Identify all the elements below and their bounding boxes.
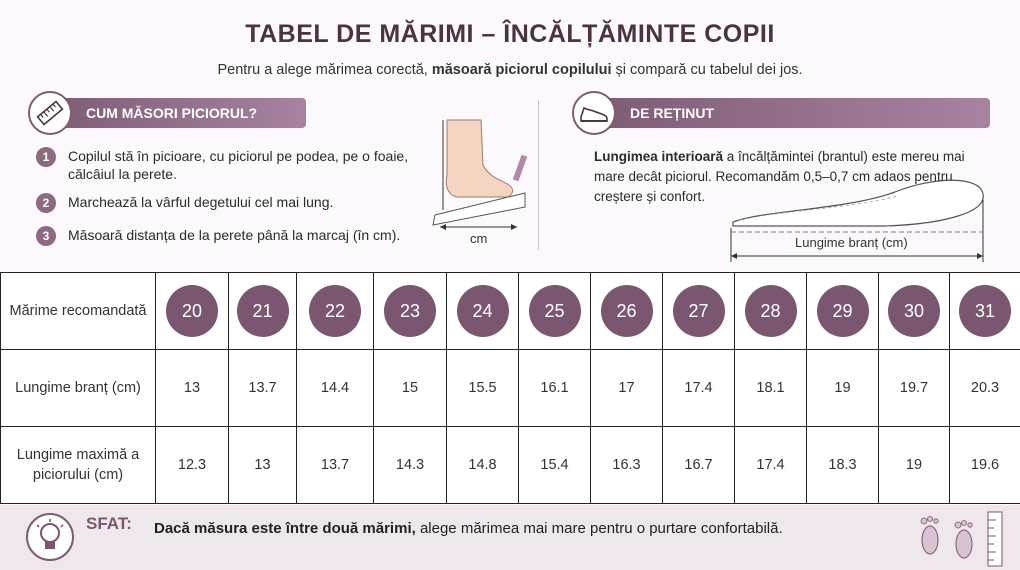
size-cell: 31 xyxy=(949,272,1020,350)
size-badge: 28 xyxy=(744,285,797,337)
insole-length-cell: 17 xyxy=(590,349,663,427)
page-subtitle: Pentru a alege mărimea corectă, măsoară … xyxy=(0,62,1020,78)
size-badge: 26 xyxy=(600,285,653,337)
insole-length-cell: 20.3 xyxy=(949,349,1020,427)
size-badge: 21 xyxy=(236,285,289,337)
step-number: 1 xyxy=(36,147,56,167)
max-foot-length-cell: 16.7 xyxy=(662,426,735,504)
subtitle-bold: măsoară piciorul copilului xyxy=(431,62,612,78)
size-badge: 23 xyxy=(384,285,436,337)
size-cell: 29 xyxy=(806,272,879,350)
row-header-size: Mărime recomandată xyxy=(0,272,156,350)
size-table: Mărime recomandată 20 21 22 23 24 25 26 27 28 29 3… xyxy=(0,272,1020,504)
max-foot-length-cell: 18.3 xyxy=(806,426,879,504)
max-foot-length-cell: 19.6 xyxy=(949,426,1020,504)
insole-length-cell: 13.7 xyxy=(228,349,297,427)
step-text: Măsoară distanța de la perete până la ma… xyxy=(68,227,401,243)
foot-measure-illustration: cm xyxy=(432,119,528,246)
size-badge: 31 xyxy=(959,285,1011,337)
max-foot-length-cell: 17.4 xyxy=(734,426,807,504)
size-cell: 28 xyxy=(734,272,807,350)
row-header-insole: Lungime branț (cm) xyxy=(0,349,156,427)
step-2: 2 Marchează la vârful degetului cel mai … xyxy=(36,193,436,213)
insole-length-cell: 15 xyxy=(373,349,447,427)
table-row-insole: Lungime branț (cm) 13 13.7 14.4 15 15.5 16.1 1… xyxy=(0,349,1020,427)
size-badge: 22 xyxy=(309,285,361,337)
size-badge: 29 xyxy=(816,285,869,337)
size-cell: 21 xyxy=(228,272,297,350)
note-text: Lungimea interioară a încălțămintei (bra… xyxy=(594,147,999,207)
tip-body: alege mărimea mai mare pentru o purtare … xyxy=(415,520,783,537)
insole-length-label: Lungime branț (cm) xyxy=(795,235,908,250)
insole-length-cell: 15.5 xyxy=(446,349,519,427)
max-foot-length-cell: 14.8 xyxy=(446,426,519,504)
size-cell: 24 xyxy=(446,272,519,350)
size-cell: 22 xyxy=(296,272,374,350)
ruler-icon xyxy=(28,91,72,135)
size-cell: 20 xyxy=(155,272,229,350)
insole-length-cell: 14.4 xyxy=(296,349,374,427)
max-foot-length-cell: 19 xyxy=(878,426,950,504)
max-foot-length-cell: 14.3 xyxy=(373,426,447,504)
size-badge: 24 xyxy=(456,285,509,337)
max-foot-length-cell: 13.7 xyxy=(296,426,374,504)
max-foot-length-cell: 16.3 xyxy=(590,426,663,504)
tip-footer xyxy=(0,505,1020,570)
table-row-sizes: Mărime recomandată 20 21 22 23 24 25 26 27 28 29 3… xyxy=(0,272,1020,350)
tip-text: Dacă măsura este între două mărimi, aleg… xyxy=(154,520,783,537)
subtitle-text-1: Pentru a alege mărimea corectă, xyxy=(217,62,432,78)
size-cell: 25 xyxy=(518,272,591,350)
section-divider xyxy=(538,100,539,250)
shoe-icon xyxy=(572,91,616,135)
note-bold: Lungimea interioară xyxy=(594,149,724,164)
size-cell: 23 xyxy=(373,272,447,350)
step-3: 3 Măsoară distanța de la perete până la … xyxy=(36,226,446,246)
step-text: Marchează la vârful degetului cel mai lu… xyxy=(68,194,334,210)
subtitle-text-2: și compară cu tabelul dei jos. xyxy=(611,62,803,78)
size-badge: 20 xyxy=(166,285,218,337)
tip-label: SFAT: xyxy=(86,514,132,533)
insole-length-cell: 16.1 xyxy=(518,349,591,427)
step-1: 1 Copilul stă în picioare, cu piciorul p… xyxy=(36,147,436,183)
step-text: Copilul stă în picioare, cu piciorul pe … xyxy=(68,148,409,182)
insole-length-cell: 19.7 xyxy=(878,349,950,427)
step-number: 2 xyxy=(36,193,56,213)
lightbulb-icon xyxy=(26,513,74,561)
size-cell: 27 xyxy=(662,272,735,350)
measure-heading-label: CUM MĂSORI PICIORUL? xyxy=(86,105,258,121)
insole-length-cell: 18.1 xyxy=(734,349,807,427)
footprints-icon xyxy=(920,511,1003,567)
measure-heading: CUM MĂSORI PICIORUL? xyxy=(38,98,306,128)
note-heading: DE REȚINUT xyxy=(582,98,990,128)
size-badge: 25 xyxy=(528,285,581,337)
max-foot-length-cell: 13 xyxy=(228,426,297,504)
insole-illustration: Lungime branț (cm) xyxy=(730,179,984,262)
insole-length-cell: 19 xyxy=(806,349,879,427)
size-badge: 30 xyxy=(888,285,940,337)
step-number: 3 xyxy=(36,226,56,246)
insole-length-cell: 17.4 xyxy=(662,349,735,427)
max-foot-length-cell: 12.3 xyxy=(155,426,229,504)
row-header-foot: Lungime maximă a piciorului (cm) xyxy=(0,426,156,504)
size-badge: 27 xyxy=(672,285,725,337)
note-heading-label: DE REȚINUT xyxy=(630,105,714,121)
tip-bold: Dacă măsura este între două mărimi, xyxy=(154,520,416,537)
size-cell: 30 xyxy=(878,272,950,350)
note-body: a încălțămintei (brantul) este mereu mai… xyxy=(594,149,965,204)
max-foot-length-cell: 15.4 xyxy=(518,426,591,504)
page-title: TABEL DE MĂRIMI – ÎNCĂLȚĂMINTE COPII xyxy=(245,20,775,48)
size-cell: 26 xyxy=(590,272,663,350)
table-row-foot: Lungime maximă a piciorului (cm) 12.3 13 1… xyxy=(0,426,1020,504)
diagram-cm-label: cm xyxy=(470,231,487,246)
insole-length-cell: 13 xyxy=(155,349,229,427)
